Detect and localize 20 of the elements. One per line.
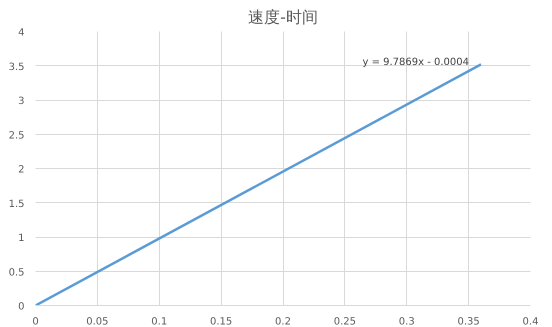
y-tick-label: 1: [18, 233, 25, 244]
chart-title: 速度-时间: [248, 8, 318, 26]
x-tick-label: 0.1: [151, 316, 168, 327]
x-tick-label: 0.25: [334, 316, 356, 327]
y-tick-label: 1.5: [8, 198, 25, 210]
y-tick-label: 0.5: [8, 267, 25, 278]
annotation: y = 9.7869x - 0.0004: [362, 56, 470, 68]
x-tick-label: 0.35: [457, 316, 480, 327]
x-tick-label: 0.05: [86, 316, 109, 327]
x-tick-label: 0.2: [275, 316, 291, 327]
x-tick-label: 0: [32, 316, 39, 327]
y-tick-label: 2: [18, 164, 25, 176]
y-tick-label: 2.5: [8, 130, 25, 142]
x-tick-label: 0.3: [398, 316, 415, 327]
x-tick-label: 0.4: [522, 316, 538, 327]
y-tick-label: 3.5: [8, 62, 25, 73]
x-tick-label: 0.15: [210, 316, 232, 327]
y-tick-label: 0: [18, 302, 25, 312]
y-tick-label: 4: [18, 28, 25, 38]
y-tick-label: 3: [18, 96, 25, 107]
